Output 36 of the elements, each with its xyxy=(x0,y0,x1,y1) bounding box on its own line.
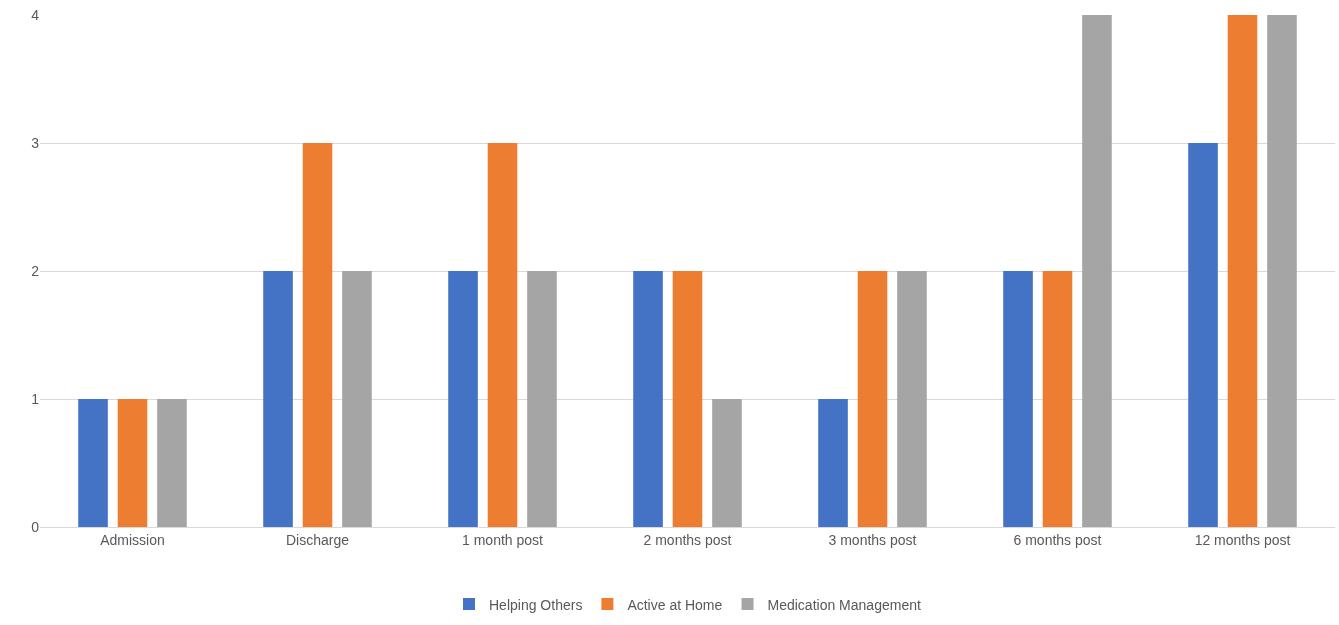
y-tick-label: 1 xyxy=(31,390,40,407)
bar xyxy=(672,271,703,527)
y-tick-label: 2 xyxy=(31,262,40,279)
x-tick-label: Admission xyxy=(100,531,165,548)
bar xyxy=(1188,143,1218,527)
legend-label: Helping Others xyxy=(489,596,583,613)
legend-label: Active at Home xyxy=(627,596,723,613)
y-tick-label: 4 xyxy=(31,6,40,23)
bar xyxy=(1042,271,1073,527)
bar xyxy=(78,399,108,527)
y-tick-label: 0 xyxy=(31,518,40,535)
bar xyxy=(712,399,742,527)
bar xyxy=(117,399,148,527)
x-tick-label: 1 month post xyxy=(462,531,544,548)
bar xyxy=(487,143,518,527)
bar xyxy=(527,271,557,527)
bar xyxy=(1227,15,1258,527)
bar xyxy=(342,271,372,527)
bar xyxy=(263,271,293,527)
bar xyxy=(897,271,927,527)
x-tick-label: 12 months post xyxy=(1194,531,1291,548)
legend-label: Medication Management xyxy=(767,596,921,613)
bar xyxy=(633,271,663,527)
bar xyxy=(818,399,848,527)
bar xyxy=(1267,15,1297,527)
bar xyxy=(448,271,478,527)
y-tick-label: 3 xyxy=(31,134,40,151)
x-tick-label: Discharge xyxy=(285,531,350,548)
bar xyxy=(1003,271,1033,527)
x-tick-label: 3 months post xyxy=(828,531,917,548)
bar xyxy=(1082,15,1112,527)
bar xyxy=(857,271,888,527)
bar xyxy=(157,399,187,527)
bar xyxy=(302,143,333,527)
x-tick-label: 6 months post xyxy=(1013,531,1102,548)
x-tick-label: 2 months post xyxy=(643,531,732,548)
